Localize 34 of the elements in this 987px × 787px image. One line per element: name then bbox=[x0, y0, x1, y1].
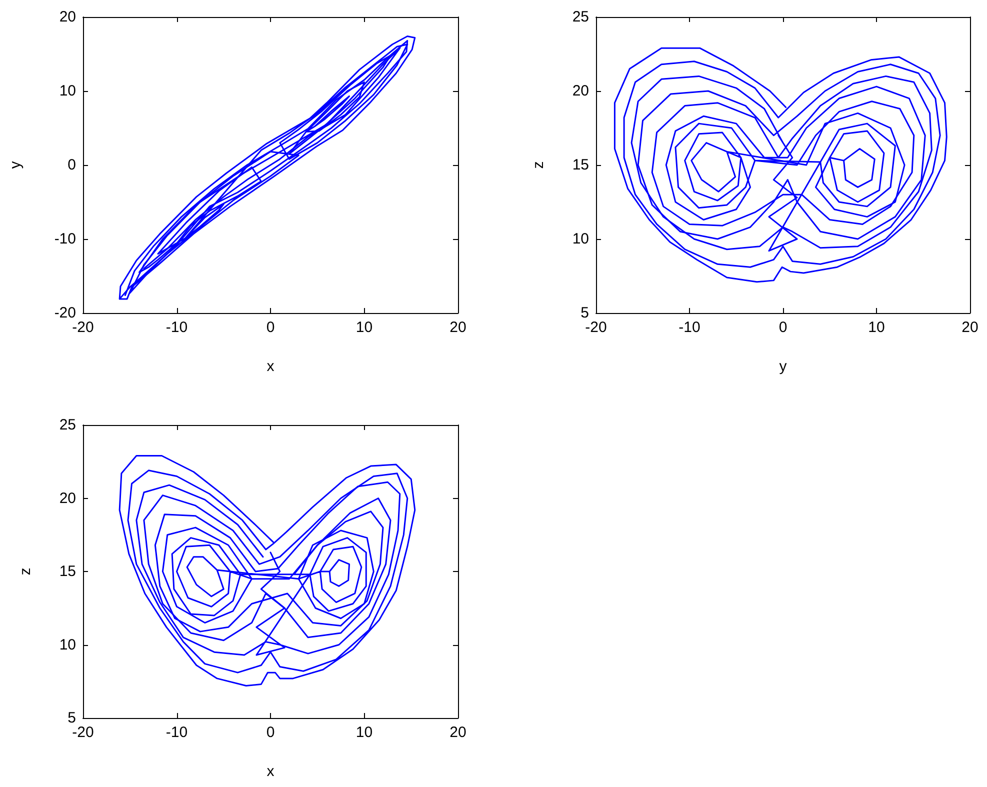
y-tick-label: 10 bbox=[59, 82, 76, 100]
y-axis-title: z bbox=[17, 568, 34, 576]
y-axis-title: y bbox=[7, 160, 24, 169]
x-tick-label: 10 bbox=[356, 319, 373, 336]
y-tick-label: 25 bbox=[572, 8, 589, 26]
y-tick-label: 20 bbox=[59, 490, 76, 507]
y-tick-label: 15 bbox=[59, 563, 76, 580]
y-tick-label: -20 bbox=[54, 304, 76, 322]
x-axis-title: y bbox=[779, 358, 788, 375]
y-tick-label: 20 bbox=[59, 8, 76, 26]
x-tick-label: 0 bbox=[266, 319, 275, 336]
x-tick-label: 0 bbox=[266, 724, 275, 741]
x-tick-label: 20 bbox=[450, 724, 466, 741]
y-tick-label: -10 bbox=[54, 230, 76, 248]
y-tick-label: 5 bbox=[580, 304, 589, 322]
x-tick-label: -10 bbox=[166, 724, 188, 741]
y-tick-label: 10 bbox=[572, 230, 589, 248]
x-axis-title: x bbox=[266, 763, 275, 780]
y-tick-label: 20 bbox=[572, 82, 589, 100]
y-tick-label: 10 bbox=[59, 636, 76, 654]
y-tick-label: 0 bbox=[68, 156, 76, 174]
y-axis-title: z bbox=[530, 161, 547, 169]
x-tick-label: -10 bbox=[166, 319, 188, 336]
y-tick-label: 5 bbox=[68, 710, 76, 726]
y-tick-label: 25 bbox=[59, 416, 76, 434]
x-tick-label: 20 bbox=[450, 319, 466, 336]
x-tick-label: 10 bbox=[356, 724, 373, 741]
x-tick-label: 0 bbox=[778, 319, 788, 336]
x-tick-label: -20 bbox=[585, 319, 607, 336]
x-tick-label: 10 bbox=[868, 319, 885, 336]
x-tick-label: 20 bbox=[962, 319, 978, 336]
y-tick-label: 15 bbox=[572, 156, 589, 174]
x-axis-title: x bbox=[266, 358, 275, 375]
x-tick-label: -10 bbox=[678, 319, 700, 336]
